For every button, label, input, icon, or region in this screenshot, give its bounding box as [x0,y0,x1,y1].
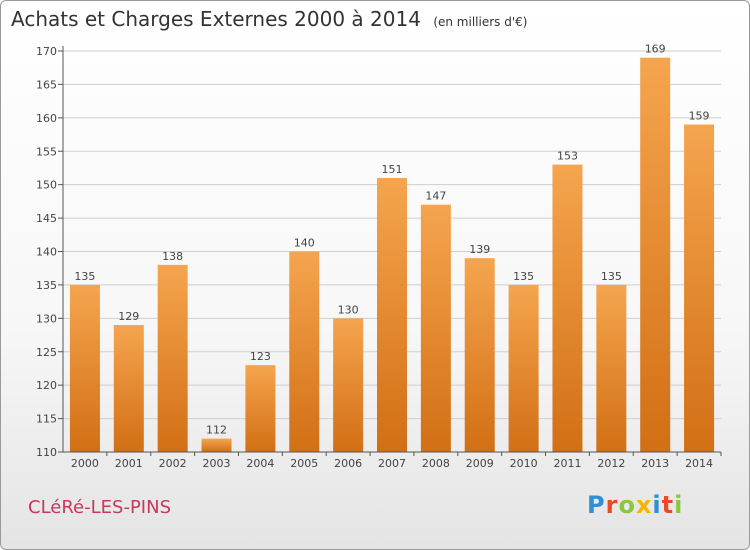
y-tick-label: 130 [36,312,57,325]
bars: 135 129 138 112 123 140 130 151 147 139 135 153 135 1… [69,43,715,453]
x-tick-label: 2014 [685,457,713,470]
x-tick-label: 2013 [641,457,669,470]
bar-value-label: 138 [162,250,183,263]
title-text: Achats et Charges Externes 2000 à 2014 [11,7,421,31]
x-tick-label: 2012 [597,457,625,470]
x-tick-label: 2007 [378,457,406,470]
bar [377,177,407,452]
y-tick-label: 120 [36,379,57,392]
bar [289,251,320,452]
x-tick-label: 2010 [510,457,538,470]
logo-letter: x [635,491,653,519]
x-tick-label: 2006 [334,457,362,470]
x-tick-label: 2005 [290,457,318,470]
x-tick-label: 2011 [553,457,581,470]
x-tick-label: 2002 [159,457,187,470]
logo-letter: t [661,491,675,519]
y-tick-label: 125 [36,346,57,359]
bar [552,164,583,452]
bar-value-label: 135 [74,270,95,283]
y-tick-label: 115 [36,413,57,426]
y-tick-label: 145 [36,212,57,225]
bar-value-label: 129 [118,310,139,323]
logo-letter: r [605,491,619,519]
bar-value-label: 151 [382,163,403,176]
bar [113,325,144,452]
bar [333,318,364,452]
bar-value-label: 112 [206,424,227,437]
y-tick-label: 170 [36,45,57,58]
title-unit: (en milliers d'€) [433,15,528,29]
y-tick-label: 155 [36,145,57,158]
bar [508,284,539,452]
bar-value-label: 169 [645,43,666,56]
y-tick-label: 140 [36,246,57,259]
bar [596,284,627,452]
bar-value-label: 139 [469,243,490,256]
y-tick-label: 160 [36,112,57,125]
chart-title: Achats et Charges Externes 2000 à 2014 (… [11,7,527,31]
bar [420,204,451,452]
x-tick-label: 2001 [115,457,143,470]
bar [684,124,715,453]
bar [464,258,495,452]
x-tick-label: 2009 [466,457,494,470]
bar-value-label: 140 [294,237,315,250]
x-tick-label: 2008 [422,457,450,470]
bar-value-label: 135 [513,270,534,283]
bar [69,284,100,452]
y-tick-label: 135 [36,279,57,292]
axes: 110 115 120 125 130 135 140 145 150 155 160 165 170 2… [36,45,722,470]
bar-value-label: 130 [338,303,359,316]
bar [157,264,188,452]
logo-letter: P [587,491,606,519]
y-tick-label: 165 [36,78,57,91]
logo-letter: i [674,491,684,519]
bar-value-label: 153 [557,150,578,163]
x-tick-label: 2004 [246,457,274,470]
bar-value-label: 135 [601,270,622,283]
bar [640,57,671,452]
proxiti-logo: Proxiti [587,491,683,519]
logo-letter: o [618,491,636,519]
logo-letter: i [652,491,662,519]
bar [245,365,276,452]
x-tick-label: 2000 [71,457,99,470]
y-tick-label: 110 [36,446,57,459]
place-name: CLéRé-LES-PINS [28,497,171,518]
bar [201,438,232,452]
bar-value-label: 123 [250,350,271,363]
x-tick-label: 2003 [203,457,231,470]
bar-value-label: 159 [689,110,710,123]
y-tick-label: 150 [36,179,57,192]
bar-value-label: 147 [425,190,446,203]
